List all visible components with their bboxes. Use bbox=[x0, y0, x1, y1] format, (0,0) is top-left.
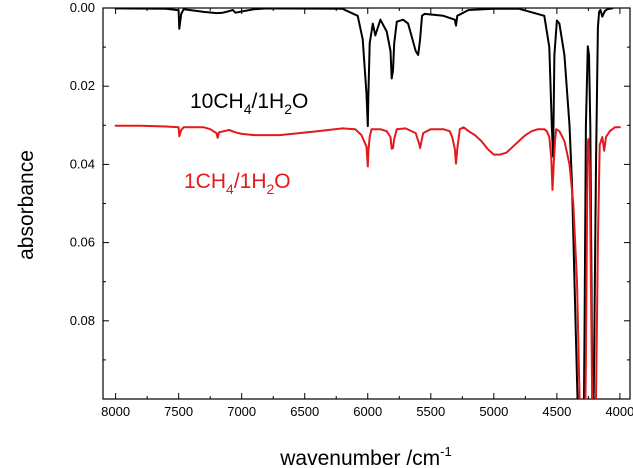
series-label-1ch4-part0: 1CH bbox=[184, 170, 226, 193]
x-tick-label: 7500 bbox=[164, 404, 193, 419]
series-label-1ch4: 1CH4/1H2O bbox=[184, 170, 291, 197]
y-tick-label: 0.04 bbox=[70, 156, 95, 171]
series-label-10ch4-sub1: 4 bbox=[244, 101, 252, 117]
series-label-1ch4-sub1: 4 bbox=[226, 181, 234, 197]
x-axis-title-sup: -1 bbox=[440, 444, 452, 459]
series-line-1ch4-1h2o bbox=[114, 124, 621, 399]
x-tick-label: 4500 bbox=[542, 404, 571, 419]
y-tick-label: 0.02 bbox=[70, 78, 95, 93]
y-axis-title: absorbance bbox=[15, 150, 38, 260]
series-label-10ch4: 10CH4/1H2O bbox=[190, 90, 308, 117]
axis-ticks: 8000 7500 7000 6500 6000 5500 5000 4500 4000 0.00… bbox=[70, 0, 633, 419]
plot-frame bbox=[102, 7, 631, 400]
y-tick-label: 0.08 bbox=[70, 313, 95, 328]
x-tick-label: 4000 bbox=[605, 404, 633, 419]
x-tick-label: 5500 bbox=[416, 404, 445, 419]
series-group bbox=[114, 8, 621, 399]
series-label-10ch4-part2: /1H bbox=[252, 90, 285, 113]
series-line-10ch4-1h2o bbox=[114, 8, 614, 399]
series-label-1ch4-sub3: 2 bbox=[267, 181, 275, 197]
x-tick-label: 8000 bbox=[101, 404, 130, 419]
x-tick-label: 7000 bbox=[227, 404, 256, 419]
series-label-10ch4-sub3: 2 bbox=[284, 101, 292, 117]
x-tick-label: 6000 bbox=[353, 404, 382, 419]
series-label-10ch4-part0: 10CH bbox=[190, 90, 244, 113]
y-tick-label: 0.06 bbox=[70, 235, 95, 250]
x-axis-title: wavenumber /cm-1 bbox=[279, 444, 451, 468]
series-label-1ch4-part2: /1H bbox=[234, 170, 267, 193]
x-tick-label: 5000 bbox=[479, 404, 508, 419]
x-axis-title-text: wavenumber /cm bbox=[279, 447, 440, 468]
series-label-1ch4-part4: O bbox=[274, 170, 290, 193]
x-tick-label: 6500 bbox=[290, 404, 319, 419]
y-tick-label: 0.00 bbox=[70, 0, 95, 15]
series-label-10ch4-part4: O bbox=[292, 90, 308, 113]
